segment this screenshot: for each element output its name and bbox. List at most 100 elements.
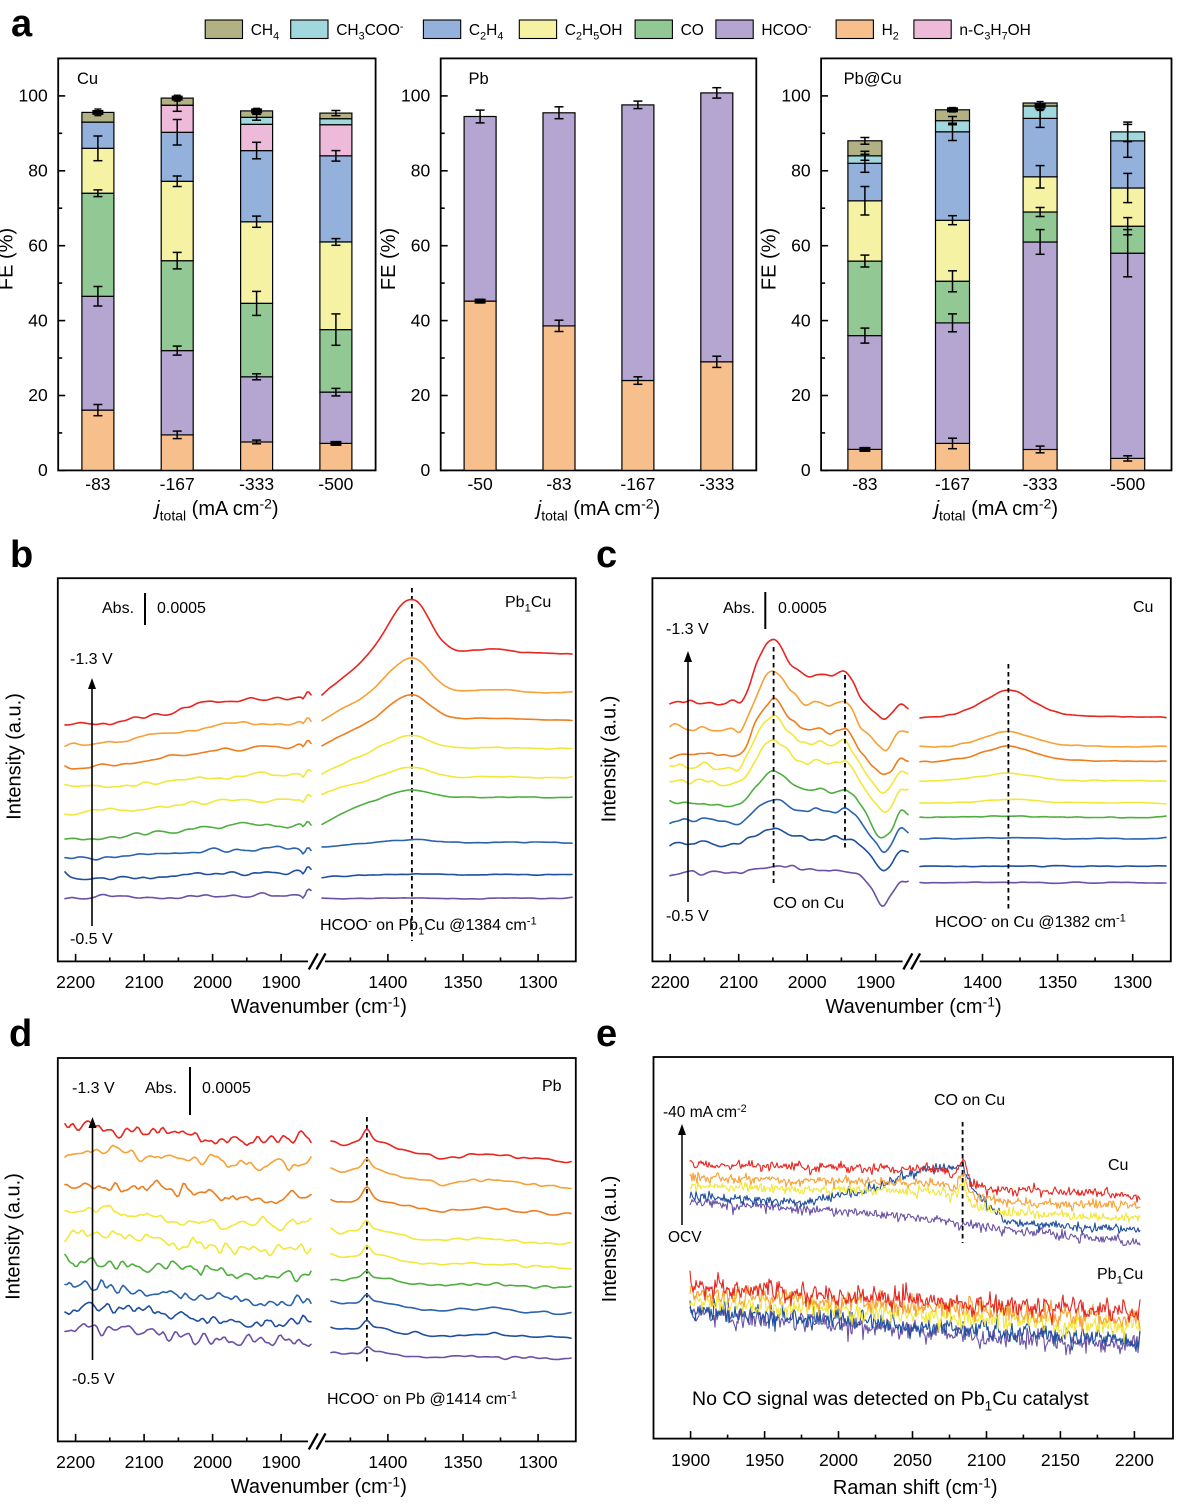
svg-text:1900: 1900: [671, 1450, 710, 1470]
svg-text:2200: 2200: [1115, 1450, 1154, 1470]
svg-text:-50: -50: [467, 474, 493, 494]
svg-text:1900: 1900: [262, 972, 301, 992]
svg-text:40: 40: [791, 310, 811, 330]
svg-text:1350: 1350: [1038, 972, 1077, 992]
svg-text:1400: 1400: [963, 972, 1002, 992]
svg-text:40: 40: [411, 310, 431, 330]
svg-text:2200: 2200: [56, 972, 95, 992]
svg-text:1900: 1900: [262, 1452, 301, 1472]
svg-text:Raman shift (cm-1): Raman shift (cm-1): [833, 1474, 998, 1499]
svg-text:2100: 2100: [125, 1452, 164, 1472]
svg-text:Abs.: Abs.: [145, 1080, 177, 1097]
svg-text:0: 0: [38, 460, 48, 480]
svg-text:1350: 1350: [444, 972, 483, 992]
svg-text:jtotal (mA cm-2): jtotal (mA cm-2): [152, 495, 278, 523]
svg-text:a: a: [11, 3, 33, 45]
svg-text:1350: 1350: [444, 1452, 483, 1472]
svg-text:HCOO-: HCOO-: [761, 21, 812, 39]
svg-text:-167: -167: [935, 474, 970, 494]
svg-text:2150: 2150: [1041, 1450, 1080, 1470]
svg-text:80: 80: [791, 161, 811, 181]
svg-text:-83: -83: [85, 474, 110, 494]
svg-text:-83: -83: [546, 474, 571, 494]
svg-text:Pb: Pb: [469, 70, 489, 88]
svg-text:OCV: OCV: [668, 1229, 702, 1246]
svg-text:Pb1Cu: Pb1Cu: [505, 594, 551, 615]
svg-text:e: e: [596, 1013, 617, 1055]
svg-text:HCOO- on Cu @1382 cm-1: HCOO- on Cu @1382 cm-1: [935, 913, 1126, 931]
svg-text:2000: 2000: [788, 972, 827, 992]
svg-text:-500: -500: [318, 474, 353, 494]
svg-text:Cu: Cu: [1108, 1157, 1128, 1174]
svg-text:Pb@Cu: Pb@Cu: [844, 70, 902, 88]
svg-text:Cu: Cu: [77, 70, 98, 88]
svg-text:20: 20: [791, 385, 811, 405]
svg-text:0: 0: [420, 460, 430, 480]
svg-text:d: d: [9, 1013, 32, 1055]
svg-text:Pb: Pb: [542, 1078, 562, 1095]
svg-text:-167: -167: [160, 474, 195, 494]
svg-text:c: c: [596, 534, 617, 576]
svg-text:100: 100: [18, 86, 47, 106]
svg-text:b: b: [10, 534, 33, 576]
svg-text:2200: 2200: [651, 972, 690, 992]
svg-text:1300: 1300: [519, 1452, 558, 1472]
svg-text:1300: 1300: [1113, 972, 1152, 992]
svg-text:FE (%): FE (%): [758, 228, 780, 290]
svg-text:n-C3H7OH: n-C3H7OH: [959, 22, 1030, 42]
svg-text:CO: CO: [681, 22, 704, 39]
svg-text:-83: -83: [852, 474, 877, 494]
svg-text:-1.3 V: -1.3 V: [666, 621, 709, 638]
svg-text:2200: 2200: [56, 1452, 95, 1472]
svg-text:-40 mA cm-2: -40 mA cm-2: [663, 1103, 747, 1121]
svg-text:60: 60: [791, 235, 811, 255]
svg-text:No CO signal was detected on P: No CO signal was detected on Pb1Cu catal…: [692, 1388, 1089, 1414]
svg-text:Wavenumber (cm-1): Wavenumber (cm-1): [231, 1473, 407, 1498]
svg-text:HCOO- on Pb1Cu @1384 cm-1: HCOO- on Pb1Cu @1384 cm-1: [320, 916, 537, 938]
svg-text:Intensity (a.u.): Intensity (a.u.): [599, 696, 621, 823]
svg-text:2100: 2100: [719, 972, 758, 992]
svg-text:-0.5 V: -0.5 V: [666, 908, 709, 925]
svg-text:-333: -333: [1023, 474, 1058, 494]
svg-text:Intensity (a.u.): Intensity (a.u.): [599, 1176, 621, 1303]
svg-text:60: 60: [411, 235, 431, 255]
svg-text:-0.5 V: -0.5 V: [70, 931, 113, 948]
svg-text:Cu: Cu: [1133, 599, 1153, 616]
svg-text:-1.3 V: -1.3 V: [70, 651, 113, 668]
svg-text:Abs.: Abs.: [723, 600, 755, 617]
svg-text:2100: 2100: [967, 1450, 1006, 1470]
svg-text:CH4: CH4: [251, 22, 279, 42]
svg-text:C2H4: C2H4: [469, 22, 503, 42]
svg-text:-500: -500: [1110, 474, 1145, 494]
svg-text:C2H5OH: C2H5OH: [565, 22, 623, 42]
svg-text:Wavenumber (cm-1): Wavenumber (cm-1): [231, 993, 407, 1018]
svg-text:-333: -333: [239, 474, 274, 494]
svg-text:CH3COO-: CH3COO-: [336, 21, 404, 42]
svg-text:1300: 1300: [519, 972, 558, 992]
svg-text:CO on Cu: CO on Cu: [773, 895, 844, 912]
svg-text:2100: 2100: [125, 972, 164, 992]
svg-text:-0.5 V: -0.5 V: [72, 1371, 115, 1388]
svg-text:1900: 1900: [856, 972, 895, 992]
svg-text:-1.3 V: -1.3 V: [72, 1080, 115, 1097]
svg-text:2050: 2050: [893, 1450, 932, 1470]
svg-text:CO on Cu: CO on Cu: [934, 1092, 1005, 1109]
svg-text:FE (%): FE (%): [0, 228, 17, 290]
svg-text:40: 40: [28, 310, 48, 330]
svg-text:0.0005: 0.0005: [202, 1080, 251, 1097]
svg-text:1400: 1400: [368, 1452, 407, 1472]
svg-text:FE (%): FE (%): [378, 228, 400, 290]
svg-text:2000: 2000: [193, 1452, 232, 1472]
svg-text:jtotal (mA cm-2): jtotal (mA cm-2): [932, 495, 1058, 523]
svg-text:1400: 1400: [368, 972, 407, 992]
svg-text:Wavenumber (cm-1): Wavenumber (cm-1): [825, 993, 1001, 1018]
svg-text:100: 100: [781, 86, 810, 106]
svg-text:H2: H2: [882, 22, 899, 42]
svg-text:Abs.: Abs.: [102, 600, 134, 617]
svg-text:1950: 1950: [745, 1450, 784, 1470]
svg-text:0.0005: 0.0005: [778, 600, 827, 617]
svg-text:100: 100: [401, 86, 430, 106]
svg-text:-167: -167: [620, 474, 655, 494]
svg-text:jtotal (mA cm-2): jtotal (mA cm-2): [534, 495, 660, 523]
svg-text:0.0005: 0.0005: [157, 600, 206, 617]
